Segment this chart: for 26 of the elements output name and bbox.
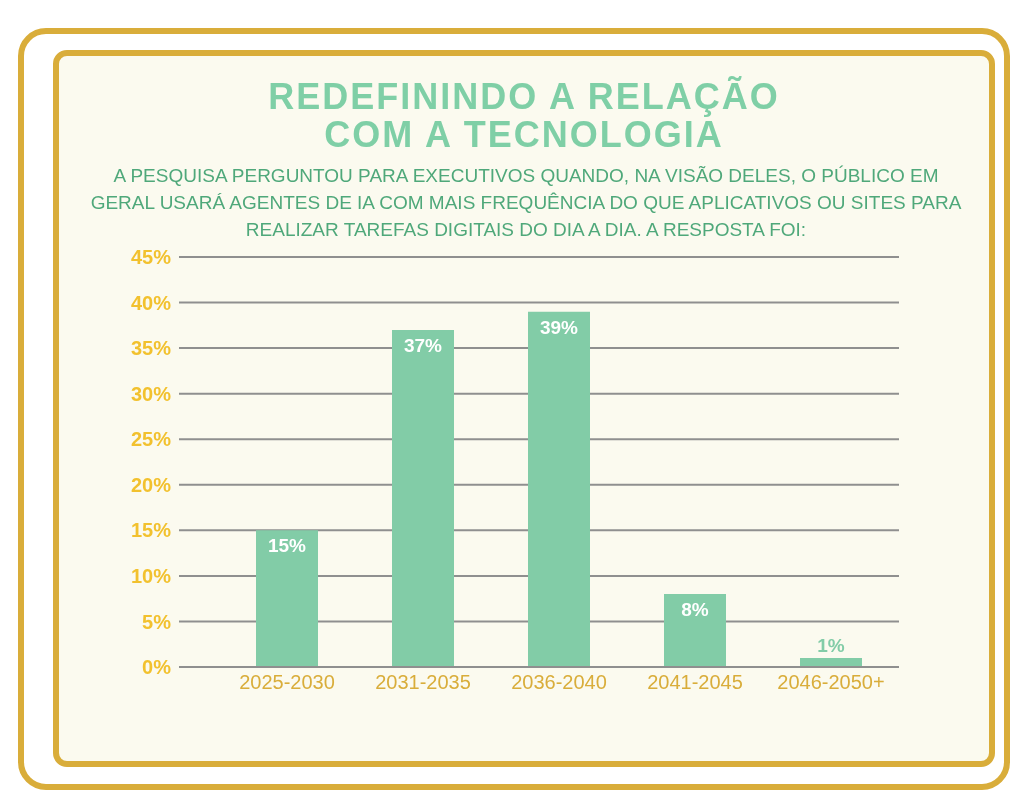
data-label: 8% bbox=[681, 599, 709, 621]
x-tick-label: 2046-2050+ bbox=[777, 671, 885, 694]
chart-subtitle: A PESQUISA PERGUNTOU PARA EXECUTIVOS QUANDO, NA VISÃO DELES, O PÚBLICO EM GERAL USARÁ AGENTES DE IA COM MAIS FREQUÊNCIA DO QUE APLICATIVOS OU SITES PARA REALIZAR TAREFAS DIGITAIS DO DIA A DIA. A RESPOSTA FOI: bbox=[89, 164, 963, 242]
data-label: 1% bbox=[817, 634, 845, 656]
x-tick-label: 2025-2030 bbox=[239, 671, 335, 694]
y-tick-label: 15% bbox=[130, 519, 172, 542]
bar bbox=[528, 311, 590, 667]
bar bbox=[392, 329, 454, 667]
y-tick-label: 45% bbox=[130, 246, 172, 269]
y-tick-label: 35% bbox=[130, 337, 172, 360]
data-label: 37% bbox=[403, 334, 443, 356]
bar bbox=[664, 594, 726, 667]
x-tick-label: 2031-2035 bbox=[375, 671, 471, 694]
y-tick-label: 25% bbox=[130, 428, 172, 451]
data-label: 15% bbox=[267, 535, 307, 557]
y-tick-label: 0% bbox=[142, 656, 172, 679]
y-tick-label: 10% bbox=[130, 564, 172, 587]
y-tick-label: 30% bbox=[130, 382, 172, 405]
x-tick-label: 2041-2045 bbox=[647, 671, 743, 694]
data-label: 39% bbox=[539, 316, 579, 338]
x-tick-label: 2036-2040 bbox=[511, 671, 607, 694]
y-tick-label: 40% bbox=[130, 291, 172, 314]
bar bbox=[256, 530, 318, 667]
chart-title: REDEFININDO A RELAÇÃO COM A TECNOLOGIA bbox=[267, 76, 781, 155]
y-tick-label: 5% bbox=[142, 610, 172, 633]
y-tick-label: 20% bbox=[130, 473, 172, 496]
